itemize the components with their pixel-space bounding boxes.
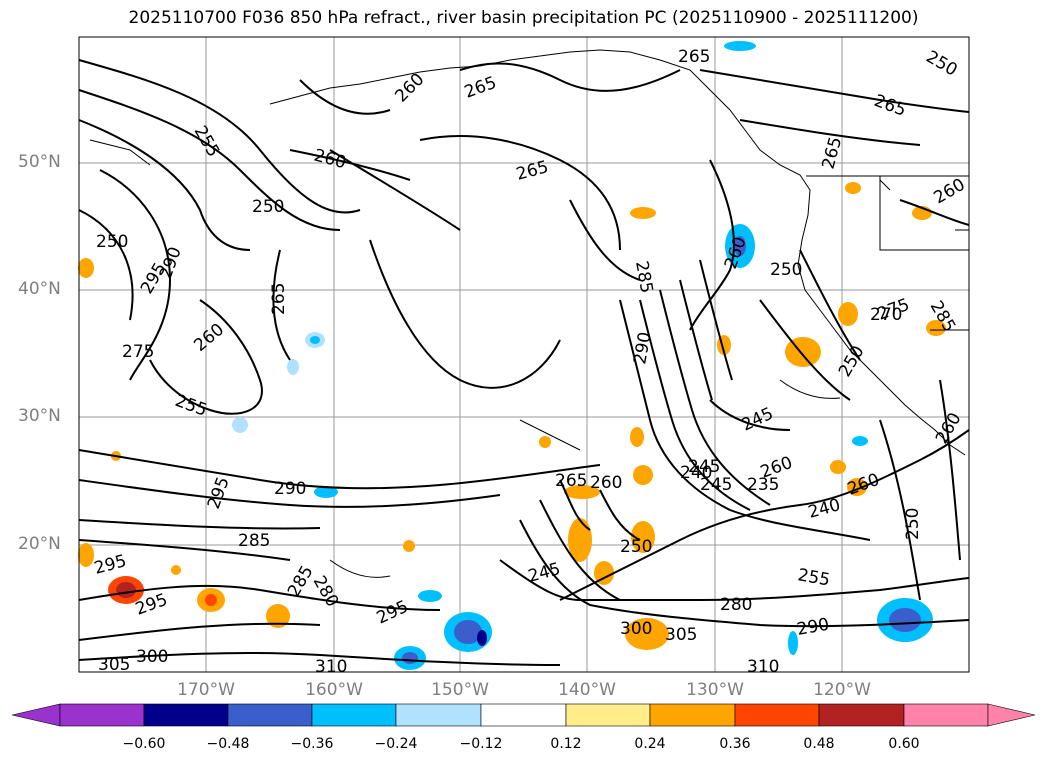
contour-label: 265: [514, 157, 551, 185]
colorbar: [11, 703, 1036, 727]
colorbar-tick-label: −0.36: [290, 736, 334, 752]
contours-thin: [329, 379, 841, 578]
contour-label: 250: [620, 537, 652, 557]
contour-label: 265: [871, 91, 908, 121]
contour-label: 275: [122, 342, 154, 362]
lon-label: 160°W: [305, 680, 363, 700]
contour-label: 290: [274, 479, 306, 499]
contours: [78, 59, 970, 666]
colorbar-tick-label: −0.12: [459, 736, 503, 752]
lat-label: 30°N: [18, 406, 61, 426]
lat-label: 40°N: [18, 279, 61, 299]
contour-label: 250: [770, 260, 802, 280]
contour-label: 290: [156, 244, 186, 281]
contour-label: 245: [688, 457, 720, 477]
lat-label: 20°N: [18, 534, 61, 554]
contour-label: 250: [96, 232, 128, 252]
contour-label: 265: [462, 73, 499, 103]
colorbar-tick-label: 0.36: [719, 736, 751, 752]
colorbar-tick-label: −0.60: [122, 736, 166, 752]
contour-label: 240: [806, 495, 843, 523]
lon-label: 120°W: [813, 680, 871, 700]
colorbar-extend-low: [11, 703, 61, 727]
colorbar-tick-label: 0.48: [803, 736, 835, 752]
contour-label: 235: [747, 475, 779, 495]
contour-label: 260: [312, 146, 349, 174]
contour-label: 260: [391, 69, 428, 106]
contour-label: 255: [190, 123, 224, 161]
lat-label: 50°N: [18, 152, 61, 172]
lon-label: 140°W: [558, 680, 616, 700]
contour-label: 250: [252, 197, 284, 217]
contour-label: 295: [374, 597, 412, 629]
contour-label: 300: [620, 619, 652, 639]
contour-label: 260: [590, 473, 622, 493]
contour-label: 265: [678, 47, 710, 67]
contour-label: 245: [526, 559, 563, 587]
contour-label: 260: [721, 234, 751, 271]
contour-label: 245: [700, 475, 732, 495]
contour-label: 250: [923, 47, 961, 81]
contour-label: 265: [269, 283, 289, 315]
contour-label: 260: [190, 320, 228, 356]
colorbar-tick-label: 0.12: [550, 736, 582, 752]
contour-label: 300: [136, 647, 168, 667]
contour-label: 280: [720, 595, 752, 615]
contour-label: 305: [98, 655, 130, 675]
contour-label: 255: [172, 391, 209, 421]
lon-label: 130°W: [686, 680, 744, 700]
graticule: [79, 37, 969, 672]
contour-label: 255: [796, 565, 831, 590]
colorbar-tick-label: 0.60: [888, 736, 920, 752]
colorbar-tick-label: 0.24: [634, 736, 666, 752]
contour-label: 295: [204, 474, 234, 511]
lon-label: 170°W: [177, 680, 235, 700]
contour-label: 285: [238, 531, 270, 551]
contour-label: 290: [795, 615, 830, 640]
contour-label: 250: [903, 508, 923, 540]
coastline: [89, 49, 969, 456]
contour-label: 260: [932, 409, 966, 447]
map-frame: [78, 36, 970, 673]
colorbar-tick-label: −0.24: [374, 736, 418, 752]
contour-label: 260: [931, 175, 969, 209]
contour-label: 245: [739, 404, 777, 436]
contour-label: 310: [315, 657, 347, 677]
colorbar-extend-high: [987, 703, 1036, 727]
map-title: 2025110700 F036 850 hPa refract., river …: [128, 8, 919, 28]
contour-label: 290: [630, 330, 655, 365]
contour-label: 270: [870, 305, 902, 325]
contour-label: 260: [845, 470, 882, 500]
contour-label: 305: [665, 625, 697, 645]
contour-label: 295: [92, 551, 129, 579]
contour-label: 265: [555, 471, 587, 491]
contour-labels: 265 260 265 250 260 265 265 260 255 250 …: [92, 47, 968, 677]
contour-label: 310: [747, 657, 779, 677]
contour-label: 240: [680, 463, 712, 483]
contour-label: 250: [835, 342, 869, 380]
lon-label: 150°W: [431, 680, 489, 700]
colorbar-tick-label: −0.48: [206, 736, 250, 752]
